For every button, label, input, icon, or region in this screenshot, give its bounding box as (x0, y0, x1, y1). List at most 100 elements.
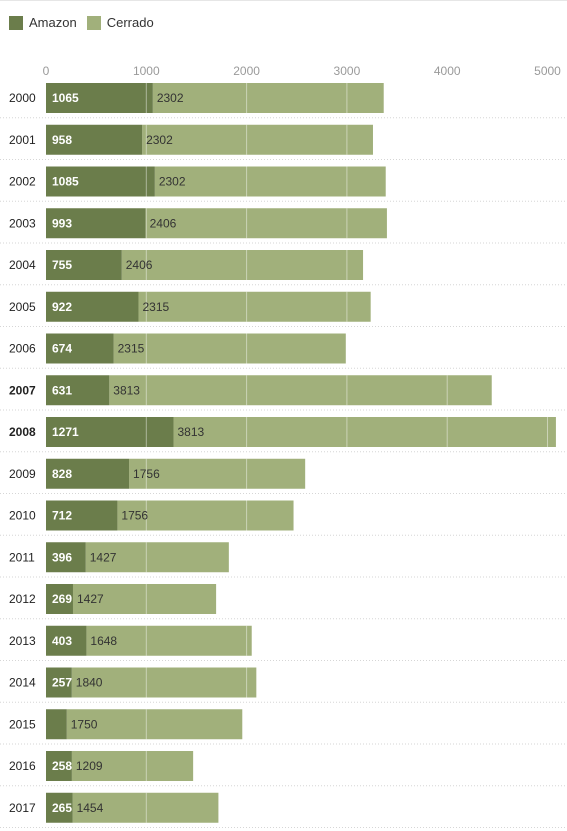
bar-cerrado (138, 291, 371, 322)
data-label-cerrado: 1756 (121, 509, 148, 523)
legend-item-cerrado[interactable]: Cerrado (86, 15, 154, 30)
data-label-cerrado: 3813 (177, 425, 204, 439)
x-tick-label: 2000 (233, 64, 260, 78)
bar-cerrado (72, 584, 217, 614)
data-label-amazon: 993 (52, 216, 72, 230)
bar-amazon (46, 500, 118, 531)
legend-swatch-amazon (9, 15, 23, 30)
data-label-amazon: 922 (52, 300, 72, 314)
bar-cerrado (109, 375, 492, 406)
data-label-amazon: 1271 (52, 425, 79, 439)
data-label-amazon: 755 (52, 258, 72, 272)
year-label: 2004 (9, 258, 36, 272)
bar-cerrado (173, 417, 556, 447)
bar-amazon (46, 124, 143, 155)
bar-amazon (46, 83, 153, 113)
legend-item-amazon[interactable]: Amazon (9, 15, 77, 30)
bar-amazon (46, 250, 122, 280)
year-label: 2011 (9, 550, 35, 564)
data-label-amazon: 396 (52, 550, 72, 564)
top-divider (0, 0, 567, 1)
bar-cerrado (152, 83, 384, 113)
data-label-amazon: 1085 (52, 175, 79, 189)
year-label: 2012 (9, 592, 36, 606)
bar-cerrado (154, 166, 386, 197)
data-label-cerrado: 1427 (77, 592, 104, 606)
data-label-amazon: 269 (52, 592, 72, 606)
data-label-cerrado: 2315 (142, 300, 169, 314)
data-label-cerrado: 2302 (157, 91, 184, 105)
data-label-amazon: 631 (52, 383, 72, 397)
data-label-cerrado: 2302 (159, 175, 186, 189)
bar-cerrado (129, 458, 306, 489)
data-label-amazon: 258 (52, 759, 72, 773)
legend: Amazon Cerrado (9, 15, 164, 30)
data-label-cerrado: 2406 (150, 216, 177, 230)
year-label: 2017 (9, 801, 36, 815)
bar-cerrado (71, 667, 257, 698)
bar-amazon (46, 166, 155, 197)
year-label: 2016 (9, 759, 36, 773)
year-label: 2010 (9, 509, 36, 523)
year-label: 2001 (9, 133, 36, 147)
data-label-amazon: 828 (52, 467, 72, 481)
bar-cerrado (72, 792, 219, 823)
data-label-amazon: 674 (52, 342, 72, 356)
bar-amazon (46, 375, 110, 406)
bar-cerrado (71, 751, 194, 781)
data-label-cerrado: 1209 (76, 759, 103, 773)
bar-amazon (46, 667, 72, 698)
bar-amazon (46, 625, 87, 656)
bar-amazon (46, 333, 114, 364)
x-tick-label: 5000 (534, 64, 561, 78)
data-label-amazon: 712 (52, 509, 72, 523)
bar-amazon (46, 709, 67, 740)
data-label-cerrado: 2315 (118, 342, 145, 356)
data-label-cerrado: 1840 (76, 676, 103, 690)
year-label: 2005 (9, 300, 36, 314)
bar-cerrado (85, 542, 229, 573)
bar-amazon (46, 458, 130, 489)
data-label-amazon: 958 (52, 133, 72, 147)
data-label-cerrado: 1756 (133, 467, 160, 481)
data-label-cerrado: 1427 (90, 550, 117, 564)
data-label-amazon: 265 (52, 801, 72, 815)
year-label: 2015 (9, 717, 36, 731)
bar-cerrado (142, 124, 373, 155)
x-tick-label: 3000 (334, 64, 361, 78)
bar-amazon (46, 542, 86, 573)
data-label-cerrado: 2302 (146, 133, 173, 147)
data-label-cerrado: 1454 (77, 801, 104, 815)
x-tick-label: 1000 (133, 64, 160, 78)
data-label-amazon: 257 (52, 676, 72, 690)
bar-amazon (46, 417, 174, 447)
year-label: 2000 (9, 91, 36, 105)
data-label-cerrado: 1648 (90, 634, 117, 648)
bar-amazon (46, 584, 73, 614)
x-tick-label: 0 (43, 64, 50, 78)
legend-swatch-cerrado (86, 15, 101, 30)
bar-amazon (46, 792, 73, 823)
year-label: 2008 (9, 425, 36, 439)
year-label: 2002 (9, 175, 36, 189)
bar-cerrado (66, 709, 243, 740)
bar-cerrado (121, 250, 364, 280)
data-label-cerrado: 3813 (113, 383, 140, 397)
legend-label-cerrado: Cerrado (106, 15, 154, 30)
data-label-amazon: 1065 (52, 91, 79, 105)
bar-amazon (46, 208, 146, 239)
bar-cerrado (117, 500, 294, 531)
year-label: 2003 (9, 216, 36, 230)
bar-cerrado (145, 208, 387, 239)
x-tick-label: 4000 (434, 64, 461, 78)
data-label-cerrado: 1750 (71, 717, 98, 731)
year-label: 2013 (9, 634, 36, 648)
bar-amazon (46, 751, 72, 781)
legend-label-amazon: Amazon (29, 15, 77, 30)
bar-cerrado (86, 625, 252, 656)
year-label: 2007 (9, 383, 36, 397)
data-label-amazon: 403 (52, 634, 72, 648)
data-label-cerrado: 2406 (126, 258, 153, 272)
year-label: 2006 (9, 342, 36, 356)
